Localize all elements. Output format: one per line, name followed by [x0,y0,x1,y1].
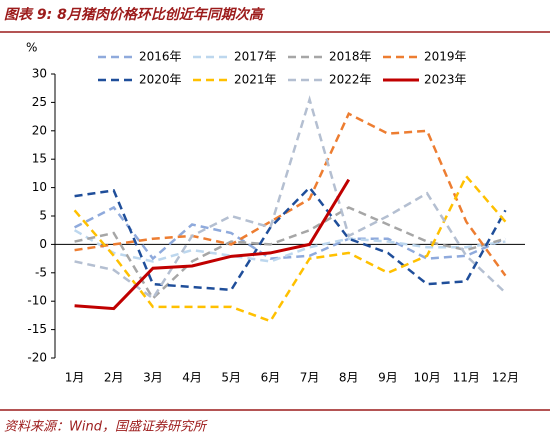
x-tick-label: 12月 [492,371,519,385]
x-tick-label: 1月 [65,371,85,385]
series-line [74,185,507,292]
x-tick-label: 5月 [221,371,241,385]
x-tick-label: 8月 [339,371,359,385]
y-tick-label: 0 [39,237,47,251]
y-tick-label: 25 [32,95,47,109]
y-tick-label: 5 [39,209,47,223]
y-tick-label: 15 [32,152,47,166]
legend-label: 2017年 [234,50,277,64]
y-tick-label: 20 [32,123,47,137]
x-tick-label: 2月 [104,371,124,385]
legend-label: 2016年 [139,50,182,64]
series-line [73,229,506,263]
series-line [74,178,351,311]
x-tick-label: 7月 [300,371,320,385]
legend-label: 2021年 [234,73,277,87]
legend-label: 2019年 [424,50,467,64]
x-tick-label: 10月 [413,371,440,385]
y-tick-label: 30 [32,67,47,81]
y-axis-label: % [26,41,37,55]
series-line [74,95,507,301]
legend-label: 2020年 [139,73,182,87]
y-tick-label: 10 [32,180,47,194]
y-tick-label: -5 [35,265,47,279]
source: 资料来源：Wind，国盛证券研究所 [4,419,208,435]
x-tick-label: 6月 [261,371,281,385]
y-tick-label: -20 [27,351,47,365]
x-tick-label: 3月 [143,371,163,385]
y-tick-label: -15 [27,322,47,336]
legend-label: 2023年 [424,73,467,87]
series-line [74,205,506,261]
x-tick-label: 11月 [453,371,480,385]
chart-title: 图表 9: 8月猪肉价格环比创近年同期次高 [4,6,266,23]
x-tick-label: 9月 [378,371,398,385]
x-tick-label: 4月 [182,371,202,385]
series-line [73,173,507,323]
legend-label: 2018年 [329,50,372,64]
y-tick-label: -10 [27,294,47,308]
series-line [74,112,507,277]
legend-label: 2022年 [329,73,372,87]
